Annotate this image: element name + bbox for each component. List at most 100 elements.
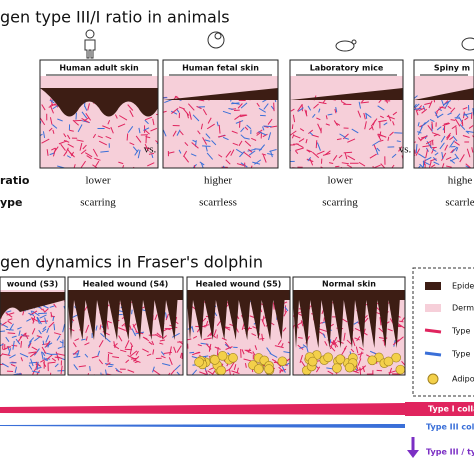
fiber bbox=[176, 129, 181, 136]
fiber bbox=[325, 123, 330, 126]
fiber bbox=[362, 365, 365, 373]
fiber bbox=[159, 339, 165, 342]
fiber bbox=[106, 321, 109, 330]
fiber bbox=[357, 110, 362, 118]
fiber bbox=[247, 148, 257, 152]
fiber bbox=[334, 108, 337, 114]
fiber bbox=[462, 107, 468, 110]
stage-panel bbox=[293, 277, 405, 375]
fiber bbox=[347, 155, 356, 161]
fiber bbox=[76, 350, 80, 357]
fiber bbox=[415, 148, 421, 156]
epidermis bbox=[40, 88, 158, 117]
fiber bbox=[15, 338, 21, 345]
fiber bbox=[33, 348, 40, 356]
fiber bbox=[178, 106, 185, 110]
fiber bbox=[378, 119, 387, 123]
fiber bbox=[372, 140, 380, 146]
fiber bbox=[377, 133, 383, 137]
fiber bbox=[450, 107, 456, 113]
fiber bbox=[420, 136, 426, 141]
fiber bbox=[274, 345, 284, 349]
fiber bbox=[34, 336, 41, 342]
trend-label: Type III coll bbox=[426, 423, 474, 432]
fiber bbox=[300, 320, 304, 327]
fiber bbox=[80, 149, 87, 155]
arrow-head bbox=[407, 450, 419, 458]
fiber bbox=[218, 124, 221, 134]
fiber bbox=[309, 131, 314, 136]
fiber bbox=[471, 147, 474, 153]
fiber bbox=[207, 117, 212, 124]
fiber bbox=[0, 353, 4, 358]
stage-label: Healed wound (S4) bbox=[83, 280, 169, 289]
fiber bbox=[252, 161, 261, 165]
fiber bbox=[369, 350, 377, 355]
fiber bbox=[463, 112, 472, 116]
fiber bbox=[45, 335, 50, 343]
fiber bbox=[380, 163, 386, 168]
fiber bbox=[31, 370, 40, 374]
fiber bbox=[435, 111, 438, 117]
fiber bbox=[30, 358, 34, 367]
fiber bbox=[97, 350, 101, 357]
fiber bbox=[378, 337, 385, 339]
fiber bbox=[39, 314, 47, 319]
fiber bbox=[447, 112, 452, 116]
fiber bbox=[391, 153, 397, 158]
fiber bbox=[168, 151, 175, 154]
fiber bbox=[190, 153, 197, 157]
fiber bbox=[424, 119, 430, 125]
fiber bbox=[183, 108, 190, 116]
fiber bbox=[36, 361, 39, 371]
fiber bbox=[379, 317, 382, 326]
fiber bbox=[162, 335, 167, 340]
fiber bbox=[199, 371, 208, 375]
fiber bbox=[9, 354, 16, 359]
fiber bbox=[60, 143, 66, 151]
fiber bbox=[129, 110, 134, 118]
fiber bbox=[439, 106, 446, 109]
fiber bbox=[144, 119, 149, 125]
fiber bbox=[132, 323, 138, 332]
fiber bbox=[431, 132, 441, 137]
panel-border bbox=[162, 59, 279, 169]
fiber bbox=[306, 346, 309, 353]
fiber bbox=[346, 164, 353, 168]
fiber bbox=[155, 140, 158, 144]
fiber bbox=[318, 108, 321, 113]
fiber bbox=[130, 350, 138, 357]
fiber bbox=[258, 131, 267, 136]
fiber bbox=[214, 346, 221, 350]
fiber bbox=[81, 338, 86, 341]
fiber bbox=[49, 305, 55, 308]
fiber bbox=[44, 317, 47, 324]
fiber bbox=[325, 115, 328, 120]
fiber bbox=[27, 340, 32, 347]
fiber bbox=[168, 357, 173, 366]
fiber bbox=[41, 346, 47, 354]
label-bg bbox=[0, 277, 65, 290]
fiber bbox=[126, 133, 129, 141]
fiber bbox=[69, 151, 75, 158]
fiber bbox=[433, 161, 440, 166]
adipocyte bbox=[194, 357, 204, 367]
fiber bbox=[85, 324, 90, 334]
panel-border bbox=[39, 59, 159, 169]
animal-panel bbox=[290, 60, 403, 168]
fiber bbox=[244, 363, 247, 368]
trend-label: Type I colla bbox=[428, 405, 474, 414]
fiber bbox=[446, 165, 452, 168]
fiber bbox=[374, 164, 381, 168]
fiber bbox=[76, 139, 84, 142]
fiber bbox=[152, 366, 155, 373]
fiber bbox=[312, 151, 320, 159]
fiber bbox=[468, 125, 474, 129]
fiber bbox=[63, 139, 70, 143]
fiber bbox=[80, 160, 86, 168]
fiber bbox=[171, 107, 179, 114]
adipocyte bbox=[307, 356, 318, 367]
fiber bbox=[54, 363, 59, 368]
legend-label: Epide bbox=[452, 282, 474, 291]
fiber bbox=[370, 124, 374, 131]
